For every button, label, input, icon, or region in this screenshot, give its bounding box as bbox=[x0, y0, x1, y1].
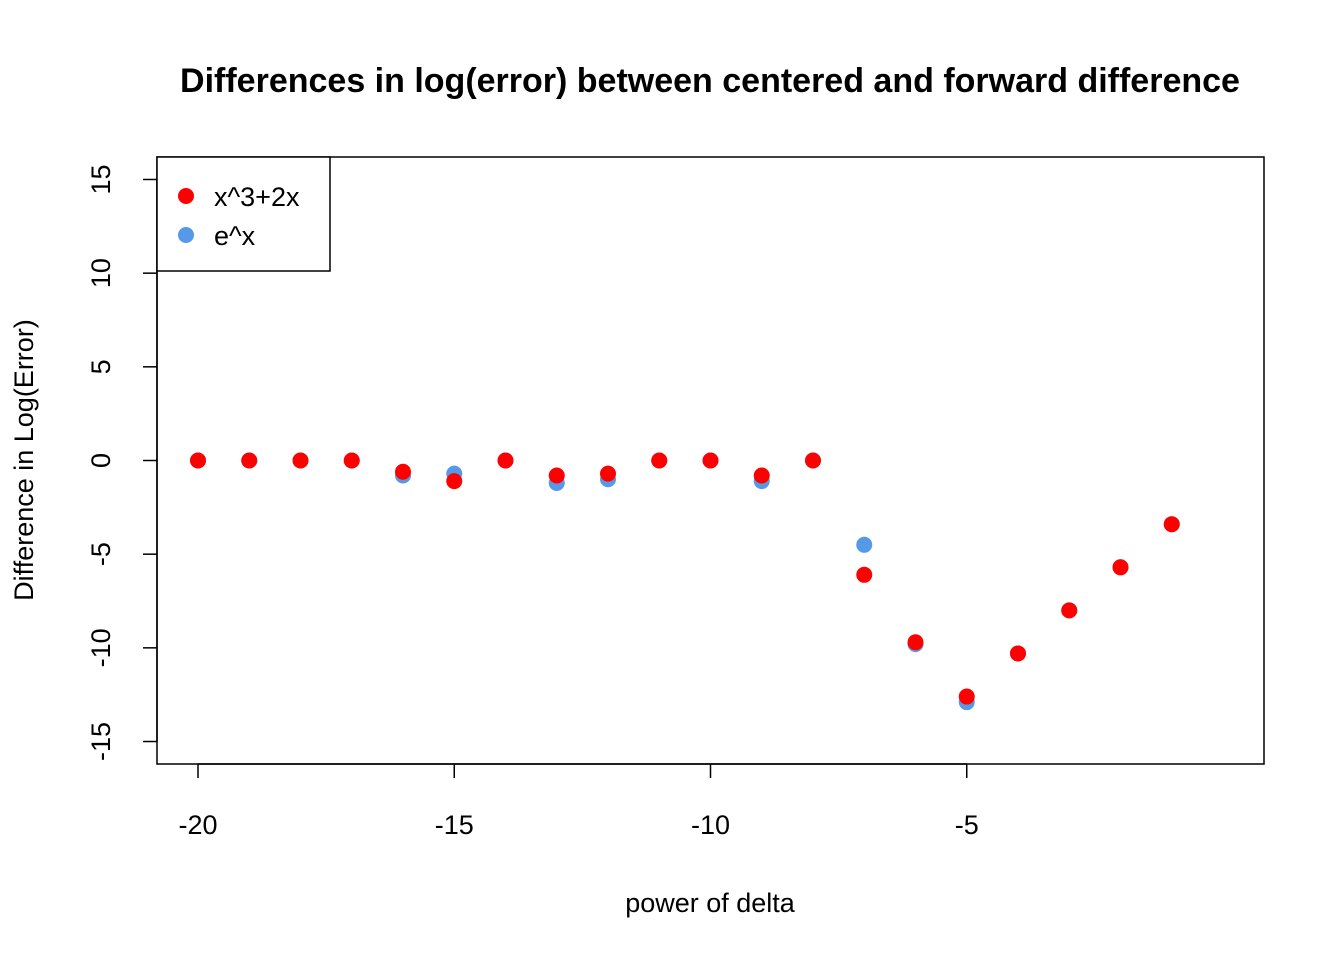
x-axis: -20 -15 -10 -5 bbox=[178, 763, 979, 840]
data-points bbox=[190, 452, 1180, 711]
data-point-x3-2x bbox=[651, 452, 668, 469]
data-point-x3-2x bbox=[753, 467, 770, 484]
data-point-x3-2x bbox=[343, 452, 360, 469]
x-tick-label: -5 bbox=[955, 810, 979, 840]
y-tick-label: 0 bbox=[86, 453, 116, 468]
data-point-x3-2x bbox=[190, 452, 206, 469]
data-point-x3-2x bbox=[548, 467, 565, 484]
data-point-x3-2x bbox=[446, 473, 463, 490]
y-tick-label: -15 bbox=[86, 722, 116, 761]
legend-box bbox=[156, 156, 331, 272]
data-point-x3-2x bbox=[805, 452, 821, 469]
data-point-x3-2x bbox=[1163, 516, 1180, 533]
legend-label-ex: e^x bbox=[214, 221, 256, 251]
data-point-ex bbox=[856, 536, 873, 553]
data-point-x3-2x bbox=[600, 465, 616, 482]
data-point-x3-2x bbox=[907, 634, 924, 651]
x-tick-label: -15 bbox=[435, 810, 474, 840]
x-axis-label: power of delta bbox=[625, 888, 796, 918]
legend-label-x3-2x: x^3+2x bbox=[214, 182, 300, 212]
data-point-x3-2x bbox=[1112, 559, 1129, 576]
data-point-x3-2x bbox=[702, 452, 719, 469]
legend-marker-ex bbox=[178, 227, 194, 243]
data-point-x3-2x bbox=[1061, 602, 1078, 619]
y-axis: -15 -10 -5 0 5 10 15 bbox=[86, 164, 158, 761]
y-axis-label: Difference in Log(Error) bbox=[9, 319, 39, 601]
data-point-x3-2x bbox=[497, 452, 514, 469]
y-tick-label: -10 bbox=[86, 628, 116, 667]
data-point-x3-2x bbox=[395, 463, 411, 480]
chart-title: Differences in log(error) between center… bbox=[180, 62, 1240, 100]
x-tick-label: -20 bbox=[178, 810, 217, 840]
legend-marker-x3-2x bbox=[178, 188, 194, 204]
x-tick-label: -10 bbox=[691, 810, 730, 840]
data-point-x3-2x bbox=[856, 566, 873, 583]
y-tick-label: 10 bbox=[86, 258, 116, 288]
y-tick-label: 15 bbox=[86, 164, 116, 194]
data-point-x3-2x bbox=[1010, 645, 1026, 662]
legend: x^3+2x e^x bbox=[156, 156, 331, 272]
data-point-x3-2x bbox=[958, 688, 975, 705]
y-tick-label: -5 bbox=[86, 542, 116, 566]
data-point-x3-2x bbox=[241, 452, 258, 469]
data-point-x3-2x bbox=[292, 452, 309, 469]
y-tick-label: 5 bbox=[86, 359, 116, 374]
